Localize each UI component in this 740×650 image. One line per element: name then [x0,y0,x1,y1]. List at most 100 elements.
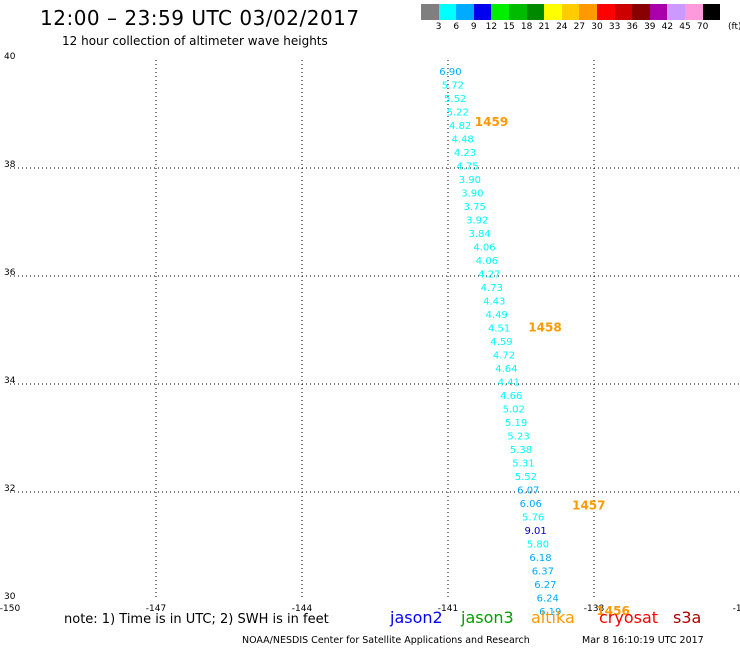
swh-data-point: 4.59 [490,337,512,348]
y-tick-label: 34 [4,376,16,386]
color-swatch [544,4,562,20]
time-label: 1457 [572,499,605,513]
color-swatch [473,4,492,20]
swh-data-point: 4.41 [498,377,520,388]
generated-timestamp: Mar 8 16:10:19 UTC 2017 [582,635,704,646]
x-tick-label: -147 [146,604,166,614]
color-scale-label: 9 [470,22,477,32]
units-note: note: 1) Time is in UTC; 2) SWH is in fe… [64,612,329,627]
legend-item-jason2: jason2 [390,608,443,627]
swh-data-point: 5.52 [515,472,537,483]
color-swatch [596,4,615,20]
swh-data-point: 9.01 [524,526,546,537]
swh-data-point: 5.31 [512,458,534,469]
color-scale-label: 21 [538,22,550,32]
color-scale-label: 15 [503,22,515,32]
swh-data-point: 4.51 [488,323,510,334]
color-scale-label: 24 [556,22,568,32]
color-scale-label: 18 [520,22,533,32]
color-scale-label: 12 [485,22,498,32]
swh-data-point: 5.52 [444,94,466,105]
swh-data-point: 4.23 [454,148,476,159]
swh-data-point: 5.22 [447,107,469,118]
chart-subtitle: 12 hour collection of altimeter wave hei… [62,34,328,48]
chart-title: 12:00 – 23:59 UTC 03/02/2017 [40,6,360,30]
color-swatch [421,4,439,20]
swh-data-point: 3.92 [466,215,488,226]
color-swatch [579,4,597,20]
y-tick-label: 38 [4,160,16,170]
time-label: 1458 [528,320,561,334]
swh-data-point: 4.64 [495,364,517,375]
y-tick-label: 40 [4,52,16,62]
color-swatch [614,4,633,20]
color-scale-label: 6 [453,22,460,32]
color-scale-label: 39 [644,22,656,32]
swh-data-point: 5.76 [522,512,544,523]
swh-data-point: 4.06 [473,242,495,253]
swh-data-point: 5.02 [503,404,525,415]
swh-data-point: 4.75 [456,161,478,172]
color-scale-label: 3 [435,22,442,32]
y-tick-label: 32 [4,484,15,494]
swh-data-point: 5.72 [442,80,464,91]
swh-data-point: 4.49 [486,310,508,321]
swh-data-point: 3.84 [469,229,491,240]
swh-data-point: 6.19 [539,607,561,618]
swh-data-point: 4.06 [476,256,498,267]
color-swatch [702,4,721,20]
color-swatch [526,4,545,20]
color-scale-label: 42 [661,22,674,32]
swh-data-point: 6.37 [532,566,554,577]
swh-data-point: 6.18 [529,553,551,564]
legend-item-jason3: jason3 [461,608,514,627]
swh-data-point: 4.27 [478,269,500,280]
swh-data-point: 4.48 [451,134,473,145]
x-tick-label: -138 [584,604,605,614]
swh-data-point: 3.90 [461,188,483,199]
x-tick-label: -141 [438,604,458,614]
swh-data-point: 4.43 [483,296,505,307]
color-swatch [632,4,650,20]
color-swatch [508,4,527,20]
swh-data-point: 6.06 [520,499,542,510]
swh-data-point: 5.23 [507,431,529,442]
swh-data-point: 6.07 [517,485,539,496]
swh-data-point: 4.72 [493,350,515,361]
swh-data-point: 6.27 [534,580,556,591]
color-scale-label: 27 [573,22,586,32]
x-tick-label: -150 [0,604,20,614]
color-scale-unit: (ft) [728,22,740,32]
swh-data-point: 6.24 [537,593,559,604]
swh-data-point: 5.19 [505,418,527,429]
color-swatch [667,4,685,20]
credit-footer: NOAA/NESDIS Center for Satellite Applica… [242,635,530,646]
swh-data-point: 4.66 [500,391,522,402]
color-swatch [491,4,509,20]
x-tick-label: -13 [733,604,740,614]
swh-data-point: 4.73 [481,283,503,294]
swh-data-point: 4.82 [449,121,471,132]
color-scale-label: 30 [591,22,603,32]
time-label: 1456 [596,604,629,618]
x-tick-label: -144 [292,604,313,614]
color-scale-label: 70 [696,22,709,32]
time-label: 1459 [475,115,508,129]
swh-data-point: 5.38 [510,445,532,456]
swh-data-point: 3.75 [464,202,486,213]
color-swatch [438,4,457,20]
color-swatch [456,4,474,20]
color-scale-label: 45 [679,22,691,32]
legend-item-altika: altika [531,608,575,627]
y-tick-label: 36 [4,268,16,278]
legend-item-s3a: s3a [673,608,702,627]
swh-data-point: 6.90 [439,67,461,78]
swh-data-point: 5.80 [527,539,549,550]
color-scale-label: 33 [608,22,621,32]
color-scale-label: 36 [626,22,638,32]
color-swatch [561,4,580,20]
color-swatch [649,4,668,20]
color-swatch [684,4,703,20]
